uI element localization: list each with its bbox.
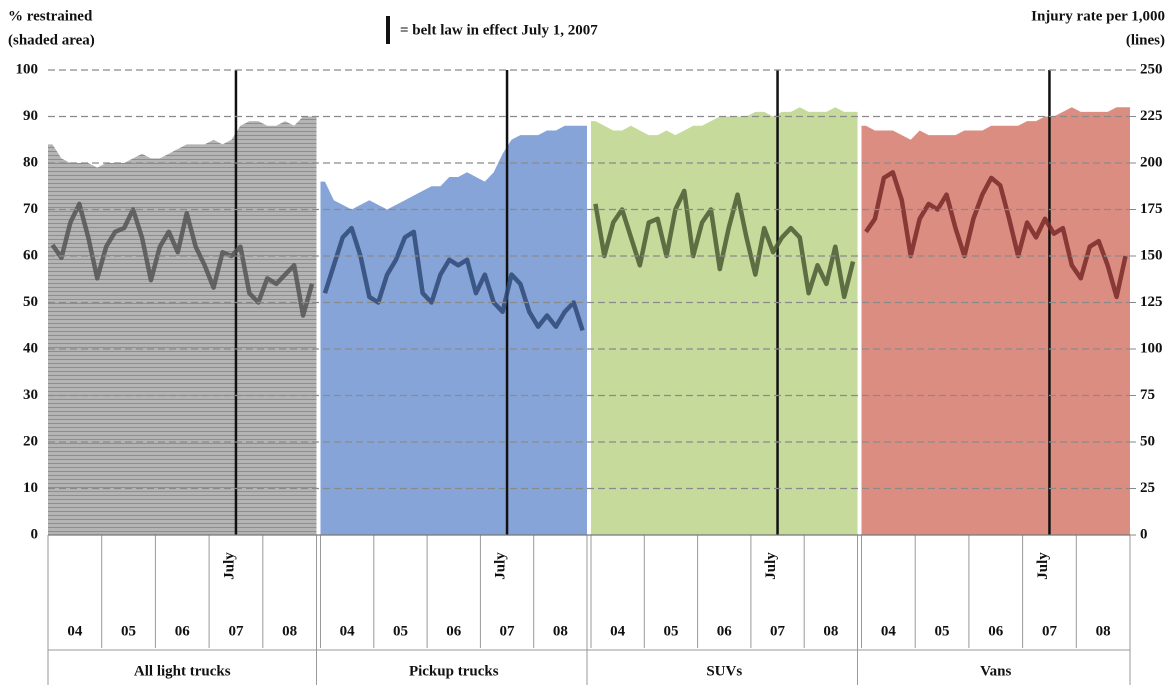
y2-tick-label: 25 [1140, 480, 1155, 496]
y2-tick-label: 150 [1140, 247, 1163, 263]
x-tick-label: 07 [500, 623, 516, 639]
y2-tick-label: 0 [1140, 526, 1148, 542]
restrained-area [591, 107, 858, 535]
x-tick-label: 07 [228, 623, 244, 639]
x-tick-label: 05 [935, 623, 950, 639]
x-tick-label: 08 [1096, 623, 1111, 639]
annotation: = belt law in effect July 1, 2007 [400, 22, 598, 38]
x-tick-label: 08 [282, 623, 297, 639]
x-tick-label: 06 [988, 623, 1004, 639]
y2-tick-label: 75 [1140, 387, 1155, 403]
y-tick-label: 80 [23, 154, 38, 170]
event-label: July [221, 552, 237, 580]
injury-line [322, 225, 585, 332]
restrained-area [320, 125, 587, 536]
panel-label: Vans [980, 663, 1011, 679]
x-tick-label: 05 [663, 623, 678, 639]
y2-tick-label: 125 [1140, 294, 1163, 310]
injury-line [50, 201, 315, 318]
y2-tick-label: 100 [1140, 340, 1163, 356]
y2-label: Injury rate per 1,000 [1031, 8, 1165, 24]
y-tick-label: 60 [23, 247, 38, 263]
x-tick-label: 04 [610, 623, 626, 639]
x-tick-label: 06 [446, 623, 462, 639]
y-label: % restrained [8, 8, 93, 24]
x-tick-label: 07 [770, 623, 786, 639]
y-tick-label: 20 [23, 433, 38, 449]
y2-tick-label: 250 [1140, 61, 1163, 77]
y2-tick-label: 225 [1140, 108, 1163, 124]
y2-label: (lines) [1126, 32, 1165, 48]
x-tick-label: 04 [340, 623, 356, 639]
x-tick-label: 06 [175, 623, 191, 639]
panel-label: All light trucks [134, 663, 231, 679]
x-tick-label: 06 [717, 623, 733, 639]
y-tick-label: 70 [23, 201, 38, 217]
x-tick-label: 05 [393, 623, 408, 639]
injury-line [864, 170, 1128, 300]
event-label: July [1035, 552, 1051, 580]
y-tick-label: 50 [23, 294, 38, 310]
legend-marker [386, 16, 390, 44]
x-tick-label: 08 [823, 623, 838, 639]
y2-tick-label: 175 [1140, 201, 1163, 217]
y-tick-label: 10 [23, 480, 38, 496]
y2-tick-label: 50 [1140, 433, 1155, 449]
panel-label: SUVs [706, 663, 742, 679]
restrained-area [861, 107, 1130, 535]
restrained-area [48, 116, 317, 535]
x-tick-label: 07 [1042, 623, 1058, 639]
x-tick-label: 04 [881, 623, 897, 639]
x-tick-label: 04 [67, 623, 83, 639]
injury-line [593, 188, 856, 300]
y-label: (shaded area) [8, 32, 95, 48]
x-tick-label: 05 [121, 623, 136, 639]
y-tick-label: 100 [16, 61, 39, 77]
x-tick-label: 08 [553, 623, 568, 639]
y-tick-label: 30 [23, 387, 38, 403]
y2-tick-label: 200 [1140, 154, 1163, 170]
event-label: July [763, 552, 779, 580]
panel-label: Pickup trucks [409, 663, 499, 679]
y-tick-label: 40 [23, 340, 38, 356]
grid [48, 69, 1130, 536]
y-tick-label: 90 [23, 108, 38, 124]
event-label: July [492, 552, 508, 580]
y-tick-label: 0 [31, 526, 39, 542]
